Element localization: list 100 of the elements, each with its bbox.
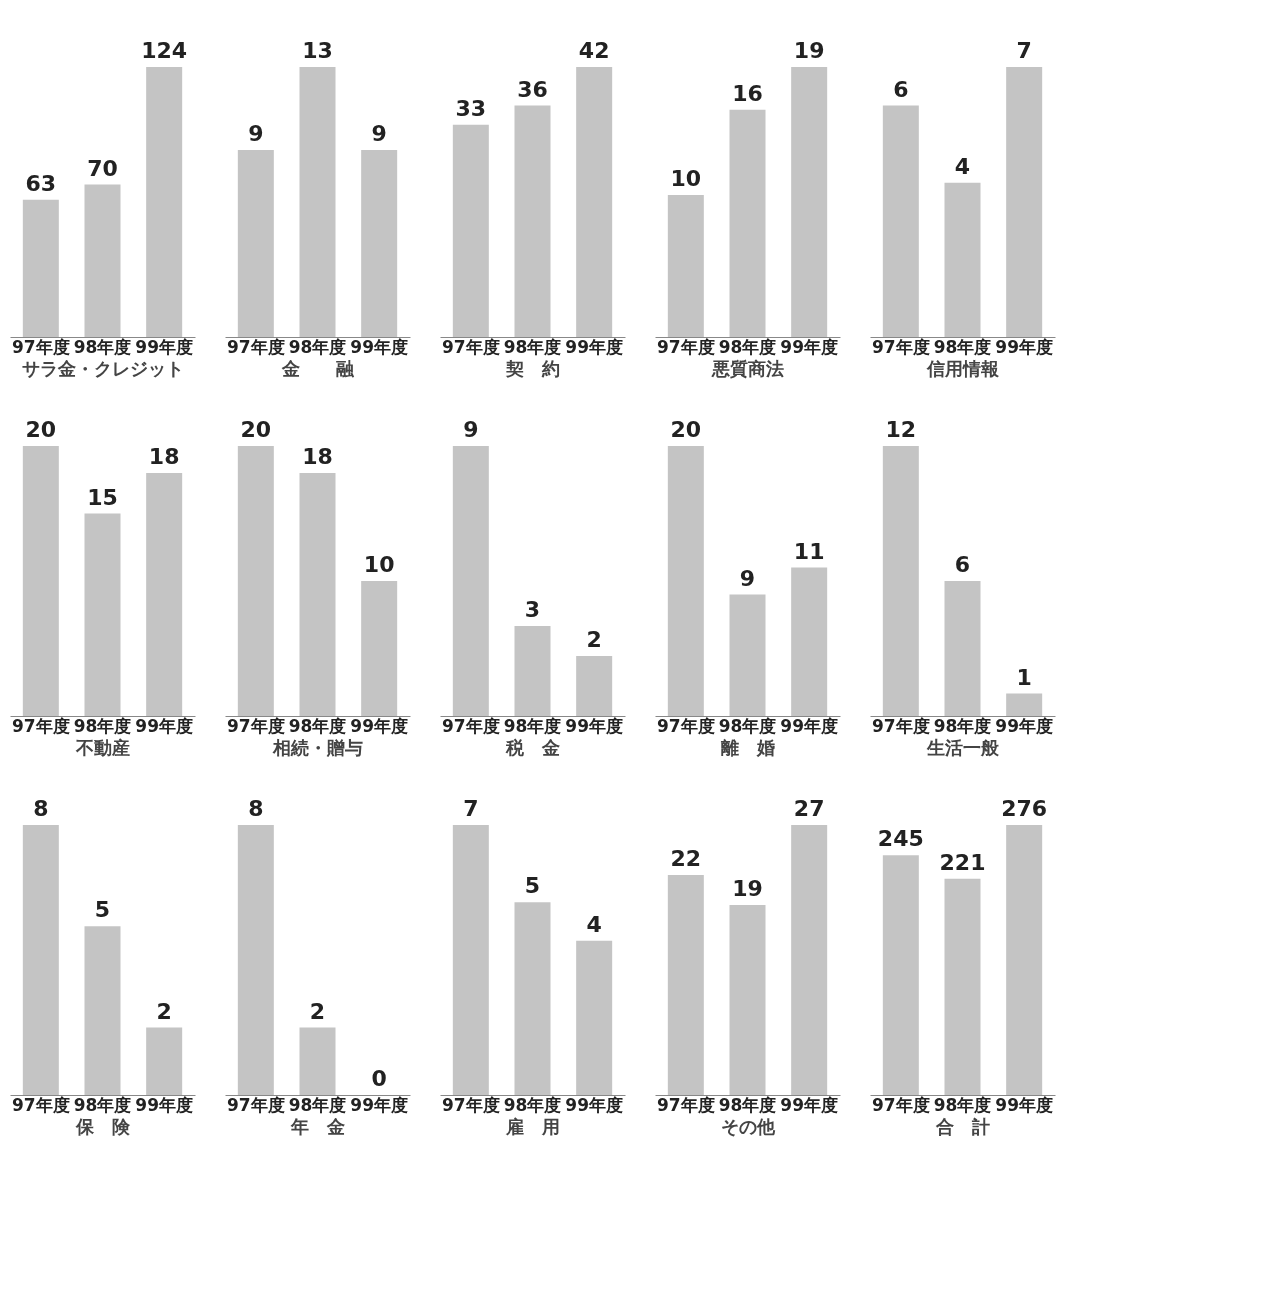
- x-tick-label: 99年度: [780, 715, 838, 736]
- data-label: 9: [248, 121, 264, 147]
- data-label: 2: [156, 998, 172, 1024]
- x-tick-label: 98年度: [933, 1094, 992, 1115]
- data-label: 11: [793, 538, 825, 564]
- text: 不動産: [74, 737, 130, 758]
- data-label: 124: [141, 38, 188, 63]
- data-label: 7: [463, 796, 479, 821]
- data-label: 19: [793, 38, 825, 63]
- x-tick-label: 99年度: [995, 715, 1053, 736]
- x-tick-label: 97年度: [227, 1094, 285, 1115]
- x-tick-label: 97年度: [442, 715, 500, 736]
- x-tick-label: 98年度: [718, 715, 777, 736]
- data-label: 2: [586, 627, 602, 652]
- data-label: 10: [363, 552, 395, 577]
- x-tick-label: 98年度: [503, 715, 562, 736]
- x-tick-label: 97年度: [872, 336, 930, 357]
- text: 保 険: [74, 1116, 131, 1137]
- data-label: 245: [877, 826, 924, 852]
- data-label: 3: [524, 597, 541, 622]
- text: 税 金: [504, 737, 560, 758]
- x-tick-label: 99年度: [135, 336, 193, 357]
- text: 生活一般: [925, 737, 1000, 758]
- x-tick-label: 97年度: [657, 1094, 715, 1115]
- data-label: 10: [670, 165, 702, 191]
- x-tick-label: 99年度: [995, 1094, 1053, 1115]
- x-tick-label: 99年度: [565, 336, 623, 357]
- x-tick-label: 97年度: [872, 715, 930, 736]
- x-tick-label: 98年度: [288, 336, 347, 357]
- data-label: 19: [732, 876, 763, 901]
- x-tick-label: 97年度: [442, 336, 500, 357]
- x-tick-label: 97年度: [872, 1094, 930, 1115]
- text: その他: [720, 1116, 776, 1137]
- x-tick-label: 99年度: [350, 1094, 408, 1115]
- text: 信用情報: [925, 358, 1000, 379]
- text: 契 約: [504, 358, 560, 379]
- data-label: 36: [517, 76, 548, 102]
- x-tick-label: 99年度: [350, 715, 408, 736]
- data-label: 20: [670, 417, 702, 442]
- text: 雇 用: [504, 1116, 560, 1137]
- x-tick-label: 97年度: [657, 336, 715, 357]
- x-tick-label: 98年度: [503, 1094, 562, 1115]
- data-label: 63: [25, 170, 57, 196]
- x-tick-label: 98年度: [718, 1094, 777, 1115]
- x-tick-label: 98年度: [73, 1094, 132, 1115]
- data-label: 9: [371, 121, 387, 147]
- data-label: 7: [1016, 38, 1032, 63]
- data-label: 27: [793, 796, 825, 821]
- x-tick-label: 98年度: [933, 336, 992, 357]
- data-label: 15: [87, 484, 118, 510]
- x-tick-label: 98年度: [288, 1094, 347, 1115]
- text: 年 金: [289, 1116, 345, 1137]
- data-label: 9: [463, 417, 479, 442]
- x-tick-label: 97年度: [442, 1094, 500, 1115]
- data-label: 33: [455, 95, 487, 121]
- text: 相続・贈与: [271, 737, 363, 758]
- data-label: 5: [94, 897, 111, 923]
- x-tick-label: 97年度: [12, 1094, 70, 1115]
- x-tick-label: 99年度: [995, 336, 1053, 357]
- text: 金 融: [280, 358, 355, 379]
- x-tick-label: 97年度: [12, 715, 70, 736]
- x-tick-label: 97年度: [657, 715, 715, 736]
- data-label: 42: [578, 38, 610, 63]
- data-label: 4: [586, 911, 602, 937]
- data-label: 20: [25, 417, 57, 442]
- data-label: 6: [954, 552, 971, 577]
- text: サラ金・クレジット: [21, 358, 184, 379]
- data-label: 18: [148, 444, 180, 469]
- x-tick-label: 99年度: [135, 715, 193, 736]
- x-tick-label: 97年度: [12, 336, 70, 357]
- data-label: 1: [1016, 664, 1032, 690]
- x-tick-label: 99年度: [780, 1094, 838, 1115]
- data-label: 18: [302, 444, 333, 469]
- x-tick-label: 97年度: [227, 336, 285, 357]
- data-label: 16: [732, 80, 763, 106]
- data-label: 70: [87, 155, 118, 181]
- x-tick-label: 99年度: [780, 336, 838, 357]
- data-label: 4: [954, 153, 971, 179]
- text: 合 計: [934, 1116, 990, 1137]
- data-label: 22: [670, 846, 702, 871]
- x-tick-label: 99年度: [135, 1094, 193, 1115]
- data-label: 6: [893, 76, 909, 102]
- data-label: 8: [248, 796, 264, 821]
- x-tick-label: 98年度: [718, 336, 777, 357]
- x-tick-label: 99年度: [565, 715, 623, 736]
- text: 悪質商法: [710, 358, 784, 379]
- x-tick-label: 98年度: [503, 336, 562, 357]
- data-label: 276: [1001, 796, 1048, 821]
- data-label: 12: [885, 417, 917, 442]
- x-tick-label: 98年度: [73, 715, 132, 736]
- data-label: 20: [240, 417, 272, 442]
- x-tick-label: 98年度: [933, 715, 992, 736]
- data-label: 5: [524, 873, 541, 899]
- data-label: 2: [309, 998, 326, 1024]
- x-tick-label: 99年度: [350, 336, 408, 357]
- data-label: 13: [302, 38, 333, 63]
- x-tick-label: 98年度: [288, 715, 347, 736]
- data-label: 0: [371, 1066, 387, 1091]
- x-tick-label: 98年度: [73, 336, 132, 357]
- x-tick-label: 97年度: [227, 715, 285, 736]
